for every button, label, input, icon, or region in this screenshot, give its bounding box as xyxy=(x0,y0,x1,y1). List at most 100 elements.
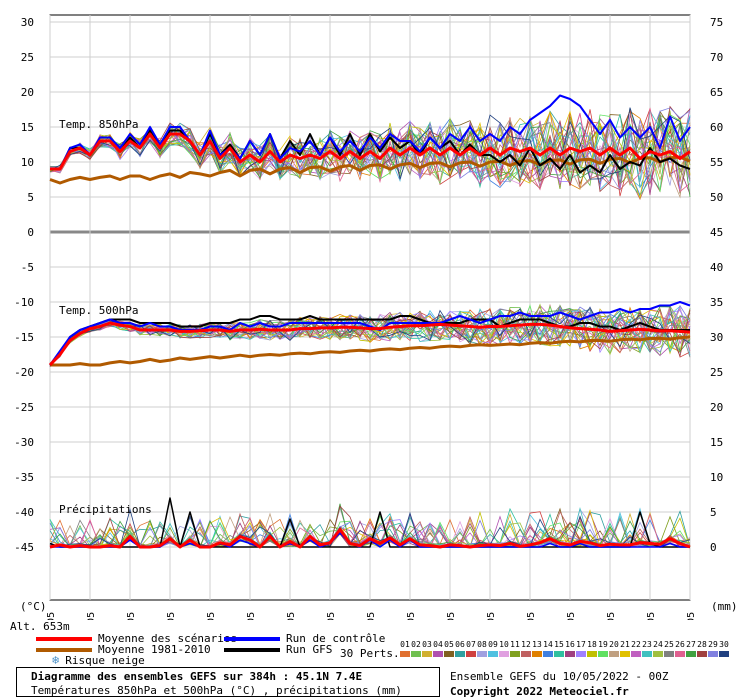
altitude-label: Alt. 653m xyxy=(10,620,70,633)
right-tick-label: 65 xyxy=(710,86,723,99)
perturbation-number: 03 xyxy=(422,640,432,649)
perturbation-number: 14 xyxy=(543,640,553,649)
right-tick-label: 15 xyxy=(710,436,723,449)
perturbation-number: 13 xyxy=(532,640,542,649)
series-line-t850 xyxy=(50,132,691,171)
right-tick-label: 20 xyxy=(710,401,723,414)
left-tick-label: 30 xyxy=(21,16,34,29)
left-tick-label: -30 xyxy=(14,436,34,449)
x-tick-label: 21/05 xyxy=(486,612,497,620)
perturbation-number: 11 xyxy=(510,640,520,649)
panel-label-t850: Temp. 850hPa xyxy=(59,118,138,131)
series-lines xyxy=(48,94,691,549)
panel-label-precip: Précipitations xyxy=(59,503,152,516)
perturbation-number: 07 xyxy=(466,640,476,649)
perturbation-swatch xyxy=(466,651,476,657)
legend-label-gfs: Run GFS xyxy=(286,643,333,656)
perturbation-swatch xyxy=(686,651,696,657)
perturbation-number: 16 xyxy=(565,640,575,649)
perturbation-number: 15 xyxy=(554,640,564,649)
series-line-t500 xyxy=(49,315,690,366)
legend-label-mean: Moyenne des scénarios xyxy=(98,632,238,645)
left-tick-label: -45 xyxy=(14,541,34,554)
perturbation-swatch xyxy=(411,651,421,657)
perturbation-swatch xyxy=(499,651,509,657)
perturbation-number: 10 xyxy=(499,640,509,649)
series-line-t500 xyxy=(50,335,691,367)
legend-label-climate: Moyenne 1981-2010 xyxy=(98,643,211,656)
right-tick-label: 25 xyxy=(710,366,723,379)
perturbation-number: 23 xyxy=(642,640,652,649)
run-info: Ensemble GEFS du 10/05/2022 - 00Z xyxy=(450,670,669,683)
perturbation-swatch xyxy=(587,651,597,657)
perturbation-swatch xyxy=(708,651,718,657)
perturbation-swatch xyxy=(444,651,454,657)
x-tick-label: 17/05 xyxy=(326,612,337,620)
series-line-t500 xyxy=(49,301,691,366)
left-tick-label: -15 xyxy=(14,331,34,344)
perturbation-swatch xyxy=(620,651,630,657)
perturbation-number: 21 xyxy=(620,640,630,649)
perturbation-number: 30 xyxy=(719,640,729,649)
perturbation-number: 29 xyxy=(708,640,718,649)
perturbation-number: 02 xyxy=(411,640,421,649)
x-tick-label: 16/05 xyxy=(286,612,297,620)
left-tick-label: 10 xyxy=(21,156,34,169)
legend-swatch-climate xyxy=(36,648,92,652)
series-line-precip xyxy=(49,528,691,549)
perturbation-swatch xyxy=(521,651,531,657)
legend-swatch-control xyxy=(224,637,280,641)
x-tick-label: 22/05 xyxy=(526,612,537,620)
perturbation-number: 09 xyxy=(488,640,498,649)
right-tick-label: 35 xyxy=(710,296,723,309)
right-tick-label: 60 xyxy=(710,121,723,134)
perturbation-swatch xyxy=(554,651,564,657)
legend-item-control: Run de contrôle xyxy=(224,632,385,645)
left-tick-label: -20 xyxy=(14,366,34,379)
left-tick-label: -5 xyxy=(21,261,34,274)
left-tick-label: -40 xyxy=(14,506,34,519)
perturbation-number: 05 xyxy=(444,640,454,649)
perturbation-line-t500 xyxy=(49,303,691,366)
right-tick-label: 45 xyxy=(710,226,723,239)
snowflake-icon: ❄ xyxy=(52,653,60,667)
perturbation-number: 01 xyxy=(400,640,410,649)
perturbation-number: 19 xyxy=(598,640,608,649)
perturbation-swatch xyxy=(488,651,498,657)
right-tick-label: 30 xyxy=(710,331,723,344)
legend-label-control: Run de contrôle xyxy=(286,632,386,645)
x-tick-label: 13/05 xyxy=(166,612,177,620)
perturbation-line-t850 xyxy=(49,112,691,188)
right-tick-label: 5 xyxy=(710,506,717,519)
legend-swatch-gfs xyxy=(224,648,280,652)
footer-subtitle: Températures 850hPa et 500hPa (°C) , pré… xyxy=(31,684,402,697)
left-tick-label: -35 xyxy=(14,471,34,484)
perturbation-swatch xyxy=(609,651,619,657)
x-tick-label: 24/05 xyxy=(606,612,617,620)
perturbation-swatch xyxy=(664,651,674,657)
left-axis-unit: (°C) xyxy=(20,600,47,613)
legend-item-mean: Moyenne des scénarios xyxy=(36,632,237,645)
legend: Alt. 653m Moyenne des scénarios Moyenne … xyxy=(0,620,740,700)
legend-item-snow: ❄ Risque neige xyxy=(52,653,145,667)
perturbation-swatch xyxy=(433,651,443,657)
perturbation-number: 18 xyxy=(587,640,597,649)
x-tick-label: 19/05 xyxy=(406,612,417,620)
perturbation-number: 06 xyxy=(455,640,465,649)
perturbation-number: 17 xyxy=(576,640,586,649)
perturbation-swatch xyxy=(576,651,586,657)
perturbation-swatch xyxy=(719,651,729,657)
perturbation-number: 22 xyxy=(631,640,641,649)
left-tick-label: 20 xyxy=(21,86,34,99)
legend-item-gfs: Run GFS xyxy=(224,643,332,656)
left-tick-label: -10 xyxy=(14,296,34,309)
perturbation-swatch xyxy=(477,651,487,657)
perturbation-swatch xyxy=(543,651,553,657)
perturbation-swatch xyxy=(598,651,608,657)
perturbation-line-t850 xyxy=(49,117,691,195)
panel-label-t500: Temp. 500hPa xyxy=(59,304,138,317)
left-tick-label: 5 xyxy=(27,191,34,204)
perturbation-swatch xyxy=(653,651,663,657)
right-tick-label: 70 xyxy=(710,51,723,64)
